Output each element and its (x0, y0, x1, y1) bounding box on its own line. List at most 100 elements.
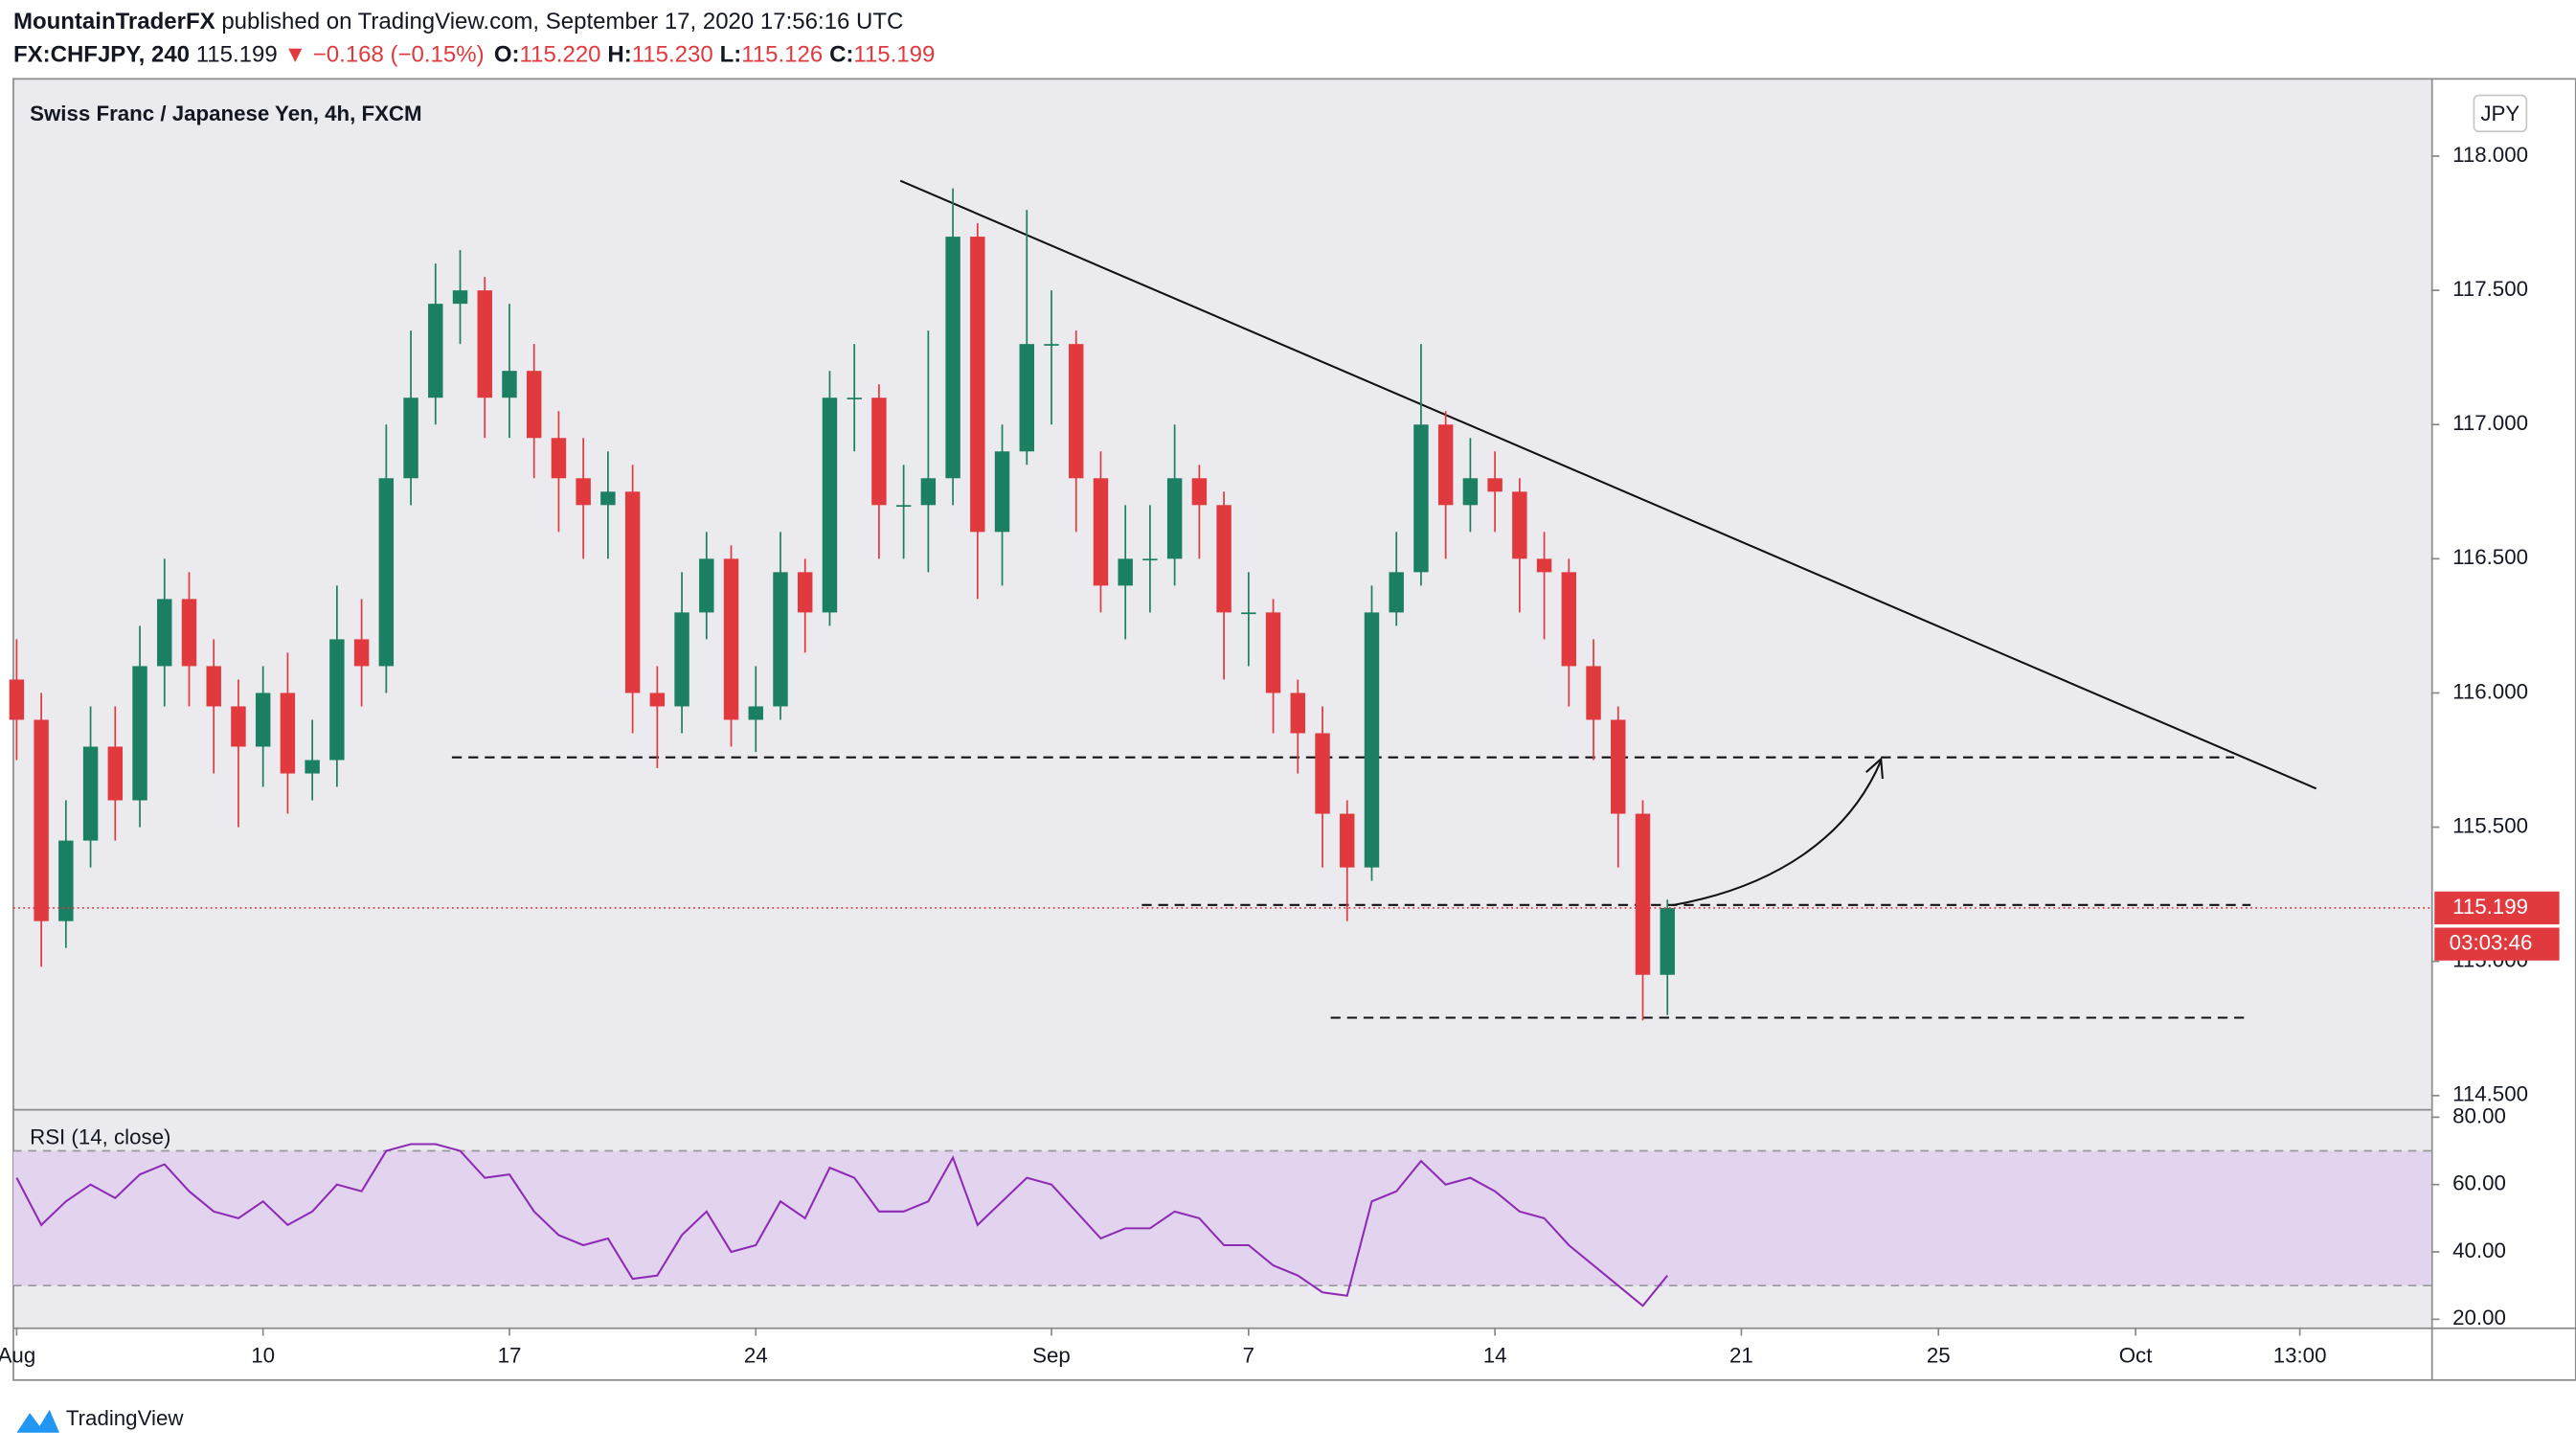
candle-body (1340, 813, 1355, 868)
candle-body (576, 478, 591, 506)
rsi-tick-label: 40.00 (2452, 1238, 2506, 1262)
candle-body (428, 304, 443, 398)
trend-line (899, 179, 2317, 790)
candle-body (502, 371, 517, 398)
candle-body (1437, 424, 1454, 506)
candle-body (1660, 907, 1675, 975)
timer-box (2434, 927, 2560, 961)
ohlc-value: 115.199 (853, 42, 935, 68)
candle-body (452, 290, 468, 305)
y-tick-label: 116.000 (2452, 679, 2528, 703)
candle-body (255, 693, 271, 747)
candle-body (797, 572, 813, 613)
logo: TradingView (16, 1406, 184, 1433)
candle-body (1487, 478, 1503, 492)
candle-body (945, 237, 960, 479)
candle-body (1635, 813, 1651, 975)
published: published on TradingView.com, September … (221, 9, 903, 34)
x-tick-label: 21 (1729, 1344, 1753, 1368)
candle-body (378, 478, 395, 667)
x-tick-label: 13:00 (2273, 1344, 2327, 1368)
candle-body (403, 398, 418, 479)
symbol: FX:CHFJPY, 240 (13, 42, 190, 68)
currency: JPY (2480, 102, 2520, 125)
candle-body (1093, 478, 1109, 586)
candle-body (526, 371, 542, 439)
candle-body (1166, 478, 1183, 559)
ohlc-key: L: (720, 42, 742, 68)
candle-body (994, 451, 1010, 533)
ohlc: O:115.220 H:115.230 L:115.126 C:115.199 (494, 42, 936, 68)
candle-body (1611, 719, 1626, 814)
timer: 03:03:46 (2450, 931, 2533, 955)
candle-body (748, 706, 763, 720)
rsi-title: RSI (14, close) (30, 1125, 170, 1149)
y-tick-label: 114.500 (2452, 1082, 2528, 1106)
x-tick-label: 14 (1483, 1344, 1507, 1368)
candle-body (1512, 491, 1527, 559)
candle-body (477, 290, 492, 398)
candle-body (551, 438, 567, 479)
candle-body (34, 719, 49, 921)
chart-title: Swiss Franc / Japanese Yen, 4h, FXCM (30, 102, 421, 125)
currency-box[interactable] (2473, 94, 2528, 133)
change: ▼ −0.168 (−0.15%) (283, 42, 484, 68)
candle-body (132, 666, 147, 801)
candle-body (1413, 424, 1429, 573)
price: 115.199 (196, 42, 278, 68)
rsi-tick-label: 20.00 (2452, 1306, 2506, 1329)
logo-text: TradingView (66, 1406, 185, 1430)
candle-body (1191, 478, 1208, 506)
candle-body (920, 478, 937, 506)
last-price-box (2434, 891, 2560, 925)
plot-area (12, 79, 2431, 1328)
candle-body (1364, 612, 1380, 868)
rsi-tick-label: 80.00 (2452, 1103, 2506, 1127)
candle-body (1069, 344, 1084, 479)
y-tick-label: 118.000 (2452, 143, 2528, 167)
header-line-1: MountainTraderFX published on TradingVie… (13, 9, 903, 34)
candle-body (649, 693, 666, 707)
candle-body (699, 558, 714, 613)
candle-body (1561, 572, 1577, 667)
ohlc-value: 115.230 (632, 42, 713, 68)
candle-body (181, 599, 197, 667)
x-tick-label: Oct (2119, 1344, 2153, 1368)
rsi-tick-label: 60.00 (2452, 1171, 2506, 1195)
y-tick-label: 117.500 (2452, 277, 2528, 301)
candle-body (280, 693, 296, 774)
candle-body (1389, 572, 1404, 613)
candle-body (773, 572, 788, 707)
candle-body (1241, 612, 1256, 615)
candle-body (723, 558, 739, 720)
candle-body (1586, 666, 1601, 720)
candle-body (1265, 612, 1281, 693)
x-tick-label: 7 (1243, 1344, 1254, 1368)
y-tick-label: 117.000 (2452, 411, 2528, 435)
candle-body (58, 840, 74, 921)
projection-arrow (1672, 760, 1883, 907)
y-tick-label: 116.500 (2452, 545, 2528, 569)
last-price-label: 115.199 (2452, 895, 2528, 919)
header-line-2: FX:CHFJPY, 240 115.199 ▼ −0.168 (−0.15%)… (13, 42, 935, 68)
candle-body (624, 491, 641, 693)
logo-icon (16, 1409, 59, 1433)
candle-body (1536, 558, 1552, 573)
candle-body (847, 398, 862, 399)
y-tick-label: 115.500 (2452, 813, 2528, 837)
candle-body (1290, 693, 1306, 734)
candle-body (1142, 558, 1158, 561)
candle-body (82, 746, 99, 841)
rsi-line (15, 1143, 1669, 1307)
x-tick-label: 10 (251, 1344, 275, 1368)
candle-body (871, 398, 887, 506)
arrow-head (1865, 757, 1884, 780)
candle-body (305, 760, 320, 774)
candle-body (1044, 344, 1059, 346)
candle-body (970, 237, 985, 533)
candle-body (674, 612, 689, 707)
candle-body (1315, 733, 1330, 814)
candle-body (329, 639, 345, 761)
publisher: MountainTraderFX (13, 9, 215, 34)
